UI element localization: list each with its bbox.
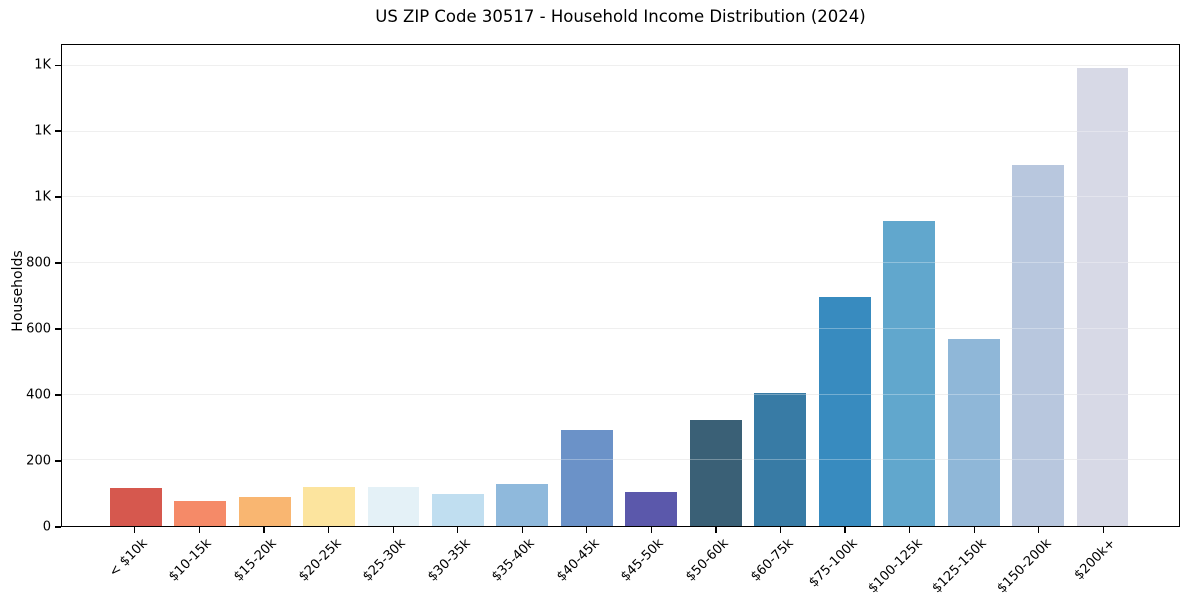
- y-tick-label: 600: [26, 321, 51, 337]
- x-tick-label: $200k+: [1071, 536, 1119, 584]
- x-tick-label: $45-50k: [618, 536, 667, 585]
- x-tick-label: $100-125k: [865, 536, 926, 596]
- bar-$60-75k: [754, 392, 807, 526]
- bar-$75-100k: [818, 297, 871, 526]
- x-tick-mark: [263, 527, 265, 533]
- x-tick-label: $40-45k: [553, 536, 603, 585]
- x-tick-label: $35-40k: [489, 536, 538, 585]
- x-tick-label: $125-150k: [929, 536, 990, 596]
- y-tick-mark: [55, 64, 61, 66]
- y-tick-label: 400: [26, 387, 51, 403]
- bar-$100-125k: [883, 221, 936, 526]
- x-tick-mark: [1102, 527, 1104, 533]
- x-tick-mark: [973, 527, 975, 533]
- gridline: [62, 262, 1179, 264]
- y-tick-mark: [55, 526, 61, 528]
- x-tick-mark: [198, 527, 200, 533]
- x-tick-mark: [715, 527, 717, 533]
- gridline: [62, 196, 1179, 198]
- gridline-overlay: [62, 262, 1179, 264]
- gridline: [62, 130, 1179, 132]
- x-tick-mark: [779, 527, 782, 533]
- y-tick-mark: [55, 196, 61, 198]
- x-tick-label: $60-75k: [747, 536, 797, 585]
- gridline-overlay: [62, 327, 1179, 329]
- gridline: [62, 327, 1179, 329]
- y-tick-label: 1K: [34, 57, 51, 73]
- bar-$125-150k: [947, 339, 1000, 526]
- x-tick-mark: [1038, 527, 1040, 533]
- gridline-overlay: [62, 65, 1179, 67]
- gridline-overlay: [62, 130, 1179, 132]
- y-tick-label: 0: [42, 519, 51, 535]
- bar-$25-30k: [367, 486, 420, 526]
- gridline-overlay: [62, 459, 1179, 461]
- chart-title: US ZIP Code 30517 - Household Income Dis…: [375, 7, 866, 26]
- bar-$20-25k: [303, 487, 356, 526]
- x-tick-mark: [909, 527, 911, 533]
- bar-$150-200k: [1012, 164, 1064, 526]
- x-tick-mark: [650, 527, 652, 533]
- x-tick-mark: [327, 527, 330, 533]
- y-tick-label: 1K: [34, 189, 51, 205]
- x-tick-label: $150-200k: [994, 536, 1055, 596]
- y-tick-mark: [55, 460, 61, 462]
- x-tick-mark: [844, 527, 846, 533]
- bar-$35-40k: [496, 484, 549, 526]
- x-tick-mark: [457, 527, 459, 533]
- gridline: [62, 459, 1179, 461]
- x-tick-mark: [521, 527, 523, 533]
- gridline: [62, 393, 1179, 395]
- y-tick-label: 800: [26, 255, 51, 271]
- x-tick-label: $50-60k: [683, 536, 732, 585]
- x-tick-label: $75-100k: [806, 536, 861, 591]
- x-tick-label: $30-35k: [424, 536, 474, 585]
- x-tick-label: $25-30k: [360, 536, 409, 585]
- bar-$50-60k: [689, 419, 742, 526]
- gridline: [62, 65, 1179, 67]
- plot-area: [61, 44, 1180, 527]
- y-tick-mark: [55, 394, 61, 396]
- gridline-overlay: [62, 393, 1179, 395]
- y-tick-mark: [55, 262, 61, 264]
- y-tick-mark: [55, 130, 61, 132]
- x-tick-label: $20-25k: [295, 536, 345, 585]
- x-tick-label: < $10k: [106, 536, 151, 581]
- x-tick-label: $10-15k: [166, 536, 216, 585]
- y-tick-mark: [55, 328, 61, 330]
- gridline-overlay: [62, 196, 1179, 198]
- bar-$45-50k: [625, 491, 678, 526]
- y-tick-label: 1K: [34, 123, 51, 139]
- x-tick-mark: [586, 527, 588, 533]
- bar-$40-45k: [560, 429, 613, 526]
- y-tick-label: 200: [26, 453, 51, 469]
- x-tick-mark: [392, 527, 394, 533]
- x-tick-label: $15-20k: [231, 536, 280, 585]
- bar-$30-35k: [432, 493, 484, 526]
- bar-$200k+: [1076, 68, 1129, 526]
- bar-$15-20k: [238, 496, 291, 526]
- bar-$10-15k: [174, 501, 227, 526]
- x-tick-mark: [134, 527, 136, 533]
- bar-< $10k: [109, 488, 162, 526]
